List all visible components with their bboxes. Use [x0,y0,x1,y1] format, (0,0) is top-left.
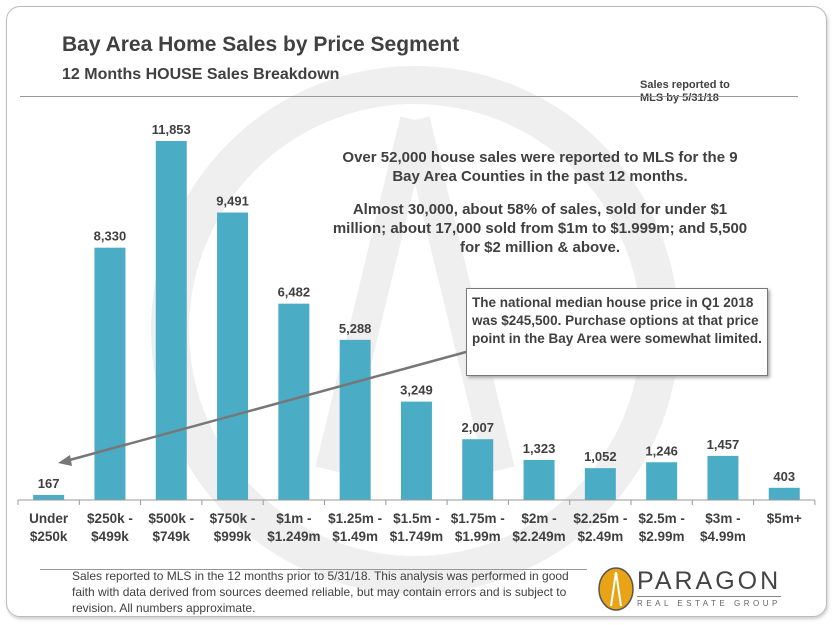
bar-12 [768,487,800,500]
bar-0 [33,494,65,500]
callout-arrow [65,350,467,463]
x-tick-label-4-1: $1.249m [267,529,320,544]
x-tick-label-7-0: $1.75m - [451,511,505,526]
data-date-note: Sales reported to MLS by 5/31/18 [640,79,730,105]
bar-6 [400,401,432,500]
bar-8 [523,459,555,500]
x-tick-label-1-0: $250k - [87,511,133,526]
summary-paragraph-2: Almost 30,000, about 58% of sales, sold … [332,201,748,256]
card-frame [6,6,827,617]
x-tick-label-3-0: $750k - [210,511,256,526]
data-label-1: 8,330 [94,229,127,244]
x-tick-label-0-0: Under [29,511,69,526]
data-label-10: 1,246 [645,443,678,458]
paragon-logo-icon [598,567,634,611]
data-label-4: 6,482 [278,285,311,300]
data-label-8: 1,323 [523,441,556,456]
bar-1 [94,247,126,500]
median-price-callout: The national median house price in Q1 20… [466,288,768,376]
x-tick-label-6-0: $1.5m - [393,511,440,526]
chart-title: Bay Area Home Sales by Price Segment [62,33,460,56]
x-tick-label-9-1: $2.49m [577,529,623,544]
x-tick-label-9-0: $2.25m - [573,511,627,526]
note-line-2: MLS by 5/31/18 [640,92,719,104]
x-tick-label-1-1: $499k [91,529,129,544]
bar-11 [707,455,739,500]
data-label-2: 11,853 [152,122,191,137]
x-tick-label-8-1: $2.249m [512,529,565,544]
summary-annotation: Over 52,000 house sales were reported to… [330,148,750,271]
header-divider [20,96,798,97]
data-label-0: 167 [38,476,60,491]
note-line-1: Sales reported to [640,79,730,91]
x-tick-label-4-0: $1m - [276,511,311,526]
bar-2 [155,141,187,500]
logo-tagline: REAL ESTATE GROUP [637,596,781,608]
x-tick-label-10-0: $2.5m - [638,511,685,526]
bar-9 [584,468,616,500]
x-tick-label-8-0: $2m - [521,511,556,526]
x-tick-label-7-1: $1.99m [455,529,501,544]
summary-paragraph-1: Over 52,000 house sales were reported to… [342,149,738,185]
data-label-12: 403 [773,469,795,484]
x-tick-label-11-1: $4.99m [700,529,746,544]
bar-7 [462,439,494,500]
x-tick-label-6-1: $1.749m [390,529,443,544]
x-tick-label-2-0: $500k - [148,511,194,526]
x-tick-label-11-0: $3m - [705,511,740,526]
x-tick-label-2-1: $749k [152,529,190,544]
bar-10 [646,462,678,500]
x-tick-label-0-1: $250k [30,529,68,544]
bar-3 [217,212,249,500]
callout-arrowhead [58,455,72,466]
bar-5 [339,339,371,500]
data-label-11: 1,457 [707,437,740,452]
data-label-7: 2,007 [461,420,494,435]
data-label-9: 1,052 [584,449,617,464]
logo-name: PARAGON [637,567,782,595]
chart-subtitle: 12 Months HOUSE Sales Breakdown [62,66,340,83]
disclaimer-text: Sales reported to MLS in the 12 months p… [72,569,569,615]
bar-chart: 167 Under $250k 8,330 $250k - $499k 11,853 $500… [17,122,816,544]
x-tick-label-5-1: $1.49m [332,529,378,544]
data-label-6: 3,249 [400,383,433,398]
x-tick-label-5-0: $1.25m - [328,511,382,526]
x-tick-label-12-0: $5m+ [767,511,802,526]
x-tick-label-10-1: $2.99m [639,529,685,544]
data-label-3: 9,491 [216,194,249,209]
data-label-5: 5,288 [339,321,372,336]
footer-divider [40,569,587,570]
x-tick-label-3-1: $999k [214,529,252,544]
